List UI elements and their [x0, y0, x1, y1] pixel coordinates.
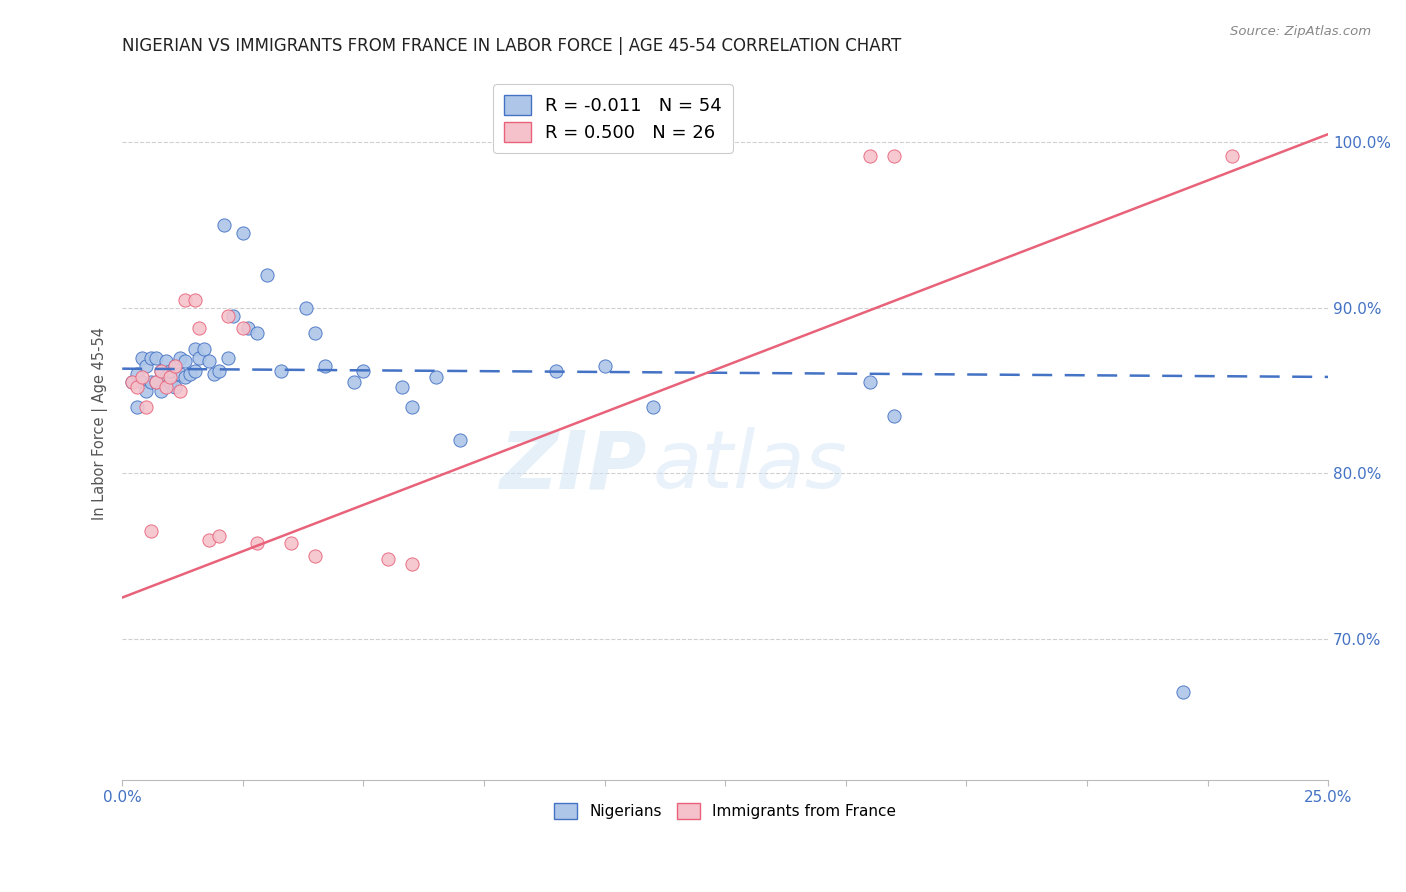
Point [149, 364, 172, 378]
Point [208, 364, 231, 378]
Point [256, 268, 278, 282]
Point [125, 380, 148, 394]
Point [159, 370, 181, 384]
Point [135, 384, 157, 398]
Point [883, 149, 905, 163]
Text: Source: ZipAtlas.com: Source: ZipAtlas.com [1230, 25, 1371, 38]
Point [232, 227, 254, 241]
Point [169, 351, 191, 365]
Point [159, 364, 181, 378]
Point [149, 364, 172, 378]
Point [280, 536, 302, 550]
Point [131, 376, 153, 390]
Point [246, 536, 269, 550]
Point [377, 552, 399, 566]
Point [125, 401, 148, 415]
Point [165, 359, 187, 373]
Point [155, 380, 177, 394]
Point [449, 434, 471, 448]
Point [246, 326, 269, 340]
Point [145, 376, 167, 390]
Point [179, 367, 201, 381]
Point [217, 351, 239, 365]
Point [198, 533, 221, 547]
Point [183, 364, 205, 378]
Point [641, 401, 664, 415]
Point [183, 293, 205, 307]
Point [217, 309, 239, 323]
Point [343, 376, 366, 390]
Point [546, 364, 568, 378]
Point [222, 309, 245, 323]
Y-axis label: In Labor Force | Age 45-54: In Labor Force | Age 45-54 [93, 327, 108, 520]
Text: ZIP: ZIP [499, 427, 647, 506]
Point [294, 301, 316, 315]
Point [141, 524, 163, 539]
Point [202, 367, 225, 381]
Point [401, 401, 423, 415]
Point [270, 364, 292, 378]
Point [401, 558, 423, 572]
Point [149, 384, 172, 398]
Point [155, 370, 177, 384]
Point [859, 149, 882, 163]
Point [352, 364, 374, 378]
Point [883, 409, 905, 423]
Point [174, 354, 197, 368]
Point [391, 380, 413, 394]
Point [188, 320, 211, 334]
Point [193, 343, 215, 357]
Point [593, 359, 616, 373]
Point [131, 370, 153, 384]
Point [121, 376, 143, 390]
Point [425, 370, 447, 384]
Point [121, 376, 143, 390]
Point [304, 549, 326, 564]
Point [165, 380, 187, 394]
Point [174, 293, 197, 307]
Point [232, 320, 254, 334]
Point [859, 376, 882, 390]
Point [135, 401, 157, 415]
Point [174, 370, 197, 384]
Point [145, 376, 167, 390]
Point [141, 351, 163, 365]
Point [208, 529, 231, 543]
Point [1220, 149, 1243, 163]
Point [304, 326, 326, 340]
Point [236, 320, 259, 334]
Point [141, 376, 163, 390]
Point [169, 384, 191, 398]
Text: NIGERIAN VS IMMIGRANTS FROM FRANCE IN LABOR FORCE | AGE 45-54 CORRELATION CHART: NIGERIAN VS IMMIGRANTS FROM FRANCE IN LA… [122, 37, 901, 55]
Point [212, 218, 235, 232]
Point [198, 354, 221, 368]
Point [159, 376, 181, 390]
Point [183, 343, 205, 357]
Point [165, 359, 187, 373]
Legend: Nigerians, Immigrants from France: Nigerians, Immigrants from France [548, 797, 903, 825]
Point [169, 367, 191, 381]
Point [145, 351, 167, 365]
Point [131, 351, 153, 365]
Text: atlas: atlas [652, 427, 848, 506]
Point [1173, 685, 1195, 699]
Point [135, 359, 157, 373]
Point [188, 351, 211, 365]
Point [155, 354, 177, 368]
Point [125, 367, 148, 381]
Point [314, 359, 336, 373]
